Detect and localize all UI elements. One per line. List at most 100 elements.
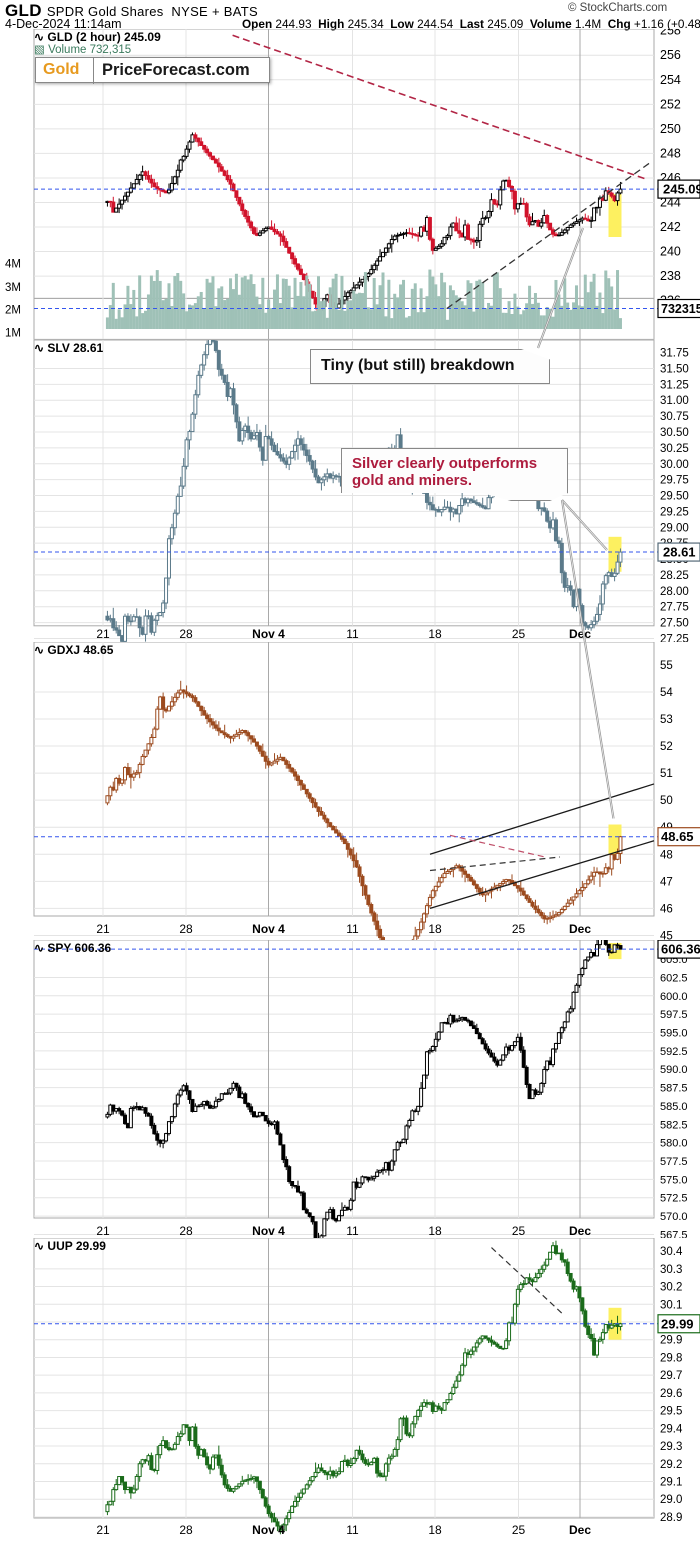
svg-text:21: 21 <box>96 627 110 641</box>
svg-text:46: 46 <box>660 903 673 915</box>
svg-text:11: 11 <box>346 1224 359 1238</box>
svg-text:2M: 2M <box>5 305 21 317</box>
svg-text:25: 25 <box>512 627 526 641</box>
svg-text:28: 28 <box>179 1224 193 1238</box>
svg-text:Dec: Dec <box>569 627 591 641</box>
svg-text:31.00: 31.00 <box>660 395 689 407</box>
svg-text:29.1: 29.1 <box>660 1477 682 1489</box>
svg-text:1M: 1M <box>5 328 21 340</box>
svg-text:18: 18 <box>428 922 442 936</box>
svg-text:27.75: 27.75 <box>660 602 689 614</box>
svg-text:30.2: 30.2 <box>660 1282 682 1294</box>
svg-text:258: 258 <box>660 29 681 38</box>
svg-text:28.9: 28.9 <box>660 1512 682 1524</box>
svg-text:28: 28 <box>179 922 193 936</box>
svg-text:29.3: 29.3 <box>660 1441 682 1453</box>
svg-text:245.09: 245.09 <box>663 182 700 197</box>
svg-text:29.25: 29.25 <box>660 506 689 518</box>
svg-text:248: 248 <box>660 146 681 160</box>
svg-text:567.5: 567.5 <box>660 1229 688 1238</box>
svg-text:29.8: 29.8 <box>660 1352 682 1364</box>
svg-text:582.5: 582.5 <box>660 1119 688 1131</box>
svg-text:21: 21 <box>96 1523 110 1537</box>
svg-text:31.75: 31.75 <box>660 348 689 360</box>
svg-text:29.00: 29.00 <box>660 522 689 534</box>
svg-text:25: 25 <box>512 1523 526 1537</box>
svg-text:28.00: 28.00 <box>660 586 689 598</box>
svg-text:27.50: 27.50 <box>660 618 689 630</box>
svg-text:28: 28 <box>179 1523 193 1537</box>
svg-text:27.25: 27.25 <box>660 633 689 642</box>
svg-text:29.9: 29.9 <box>660 1335 682 1347</box>
svg-text:28.25: 28.25 <box>660 570 689 582</box>
svg-text:29.99: 29.99 <box>661 1316 694 1331</box>
svg-text:254: 254 <box>660 73 681 87</box>
svg-text:48.65: 48.65 <box>661 829 694 844</box>
svg-text:54: 54 <box>660 687 673 699</box>
svg-text:30.4: 30.4 <box>660 1246 683 1258</box>
svg-text:238: 238 <box>660 269 681 283</box>
svg-text:4M: 4M <box>5 258 21 270</box>
svg-text:606.36: 606.36 <box>661 942 700 957</box>
svg-text:3M: 3M <box>5 282 21 294</box>
svg-text:30.1: 30.1 <box>660 1299 682 1311</box>
svg-text:242: 242 <box>660 220 681 234</box>
svg-text:31.50: 31.50 <box>660 363 689 375</box>
svg-text:732315: 732315 <box>661 302 700 316</box>
svg-text:29.4: 29.4 <box>660 1423 683 1435</box>
svg-text:53: 53 <box>660 714 673 726</box>
svg-text:590.0: 590.0 <box>660 1064 688 1076</box>
svg-text:45: 45 <box>660 930 673 940</box>
svg-text:18: 18 <box>428 627 442 641</box>
svg-text:48: 48 <box>660 849 673 861</box>
svg-text:30.25: 30.25 <box>660 443 689 455</box>
svg-text:28: 28 <box>179 627 193 641</box>
svg-text:29.0: 29.0 <box>660 1494 682 1506</box>
svg-text:30.3: 30.3 <box>660 1264 682 1276</box>
svg-text:52: 52 <box>660 741 673 753</box>
svg-text:29.75: 29.75 <box>660 475 689 487</box>
svg-text:11: 11 <box>346 627 359 641</box>
svg-text:18: 18 <box>428 1523 442 1537</box>
svg-text:31.25: 31.25 <box>660 379 689 391</box>
svg-text:252: 252 <box>660 97 681 111</box>
svg-text:587.5: 587.5 <box>660 1083 688 1095</box>
svg-text:29.5: 29.5 <box>660 1406 682 1418</box>
svg-text:29.6: 29.6 <box>660 1388 682 1400</box>
svg-text:256: 256 <box>660 48 681 62</box>
svg-text:25: 25 <box>512 1224 526 1238</box>
svg-text:30.00: 30.00 <box>660 459 689 471</box>
svg-text:29.50: 29.50 <box>660 491 689 503</box>
svg-text:572.5: 572.5 <box>660 1193 688 1205</box>
svg-text:575.0: 575.0 <box>660 1174 688 1186</box>
svg-text:28.61: 28.61 <box>663 545 696 560</box>
svg-text:600.0: 600.0 <box>660 991 688 1003</box>
svg-text:21: 21 <box>96 922 110 936</box>
svg-text:595.0: 595.0 <box>660 1028 688 1040</box>
svg-text:55: 55 <box>660 660 673 672</box>
svg-text:47: 47 <box>660 876 673 888</box>
svg-text:30.50: 30.50 <box>660 427 689 439</box>
svg-text:240: 240 <box>660 245 681 259</box>
svg-text:577.5: 577.5 <box>660 1156 688 1168</box>
svg-text:18: 18 <box>428 1224 442 1238</box>
svg-text:Dec: Dec <box>569 1523 591 1537</box>
svg-text:30.75: 30.75 <box>660 411 689 423</box>
svg-text:25: 25 <box>512 922 526 936</box>
svg-text:585.0: 585.0 <box>660 1101 688 1113</box>
svg-text:Nov 4: Nov 4 <box>252 627 285 641</box>
svg-text:Nov 4: Nov 4 <box>252 1224 285 1238</box>
svg-text:29.7: 29.7 <box>660 1370 682 1382</box>
svg-text:Dec: Dec <box>569 1224 591 1238</box>
svg-text:580.0: 580.0 <box>660 1138 688 1150</box>
svg-text:Nov 4: Nov 4 <box>252 922 285 936</box>
svg-text:597.5: 597.5 <box>660 1009 688 1021</box>
svg-text:570.0: 570.0 <box>660 1211 688 1223</box>
svg-text:21: 21 <box>96 1224 110 1238</box>
svg-text:Dec: Dec <box>569 922 591 936</box>
svg-text:29.2: 29.2 <box>660 1459 682 1471</box>
svg-text:11: 11 <box>346 1523 359 1537</box>
svg-text:602.5: 602.5 <box>660 972 688 984</box>
svg-text:50: 50 <box>660 795 673 807</box>
svg-text:250: 250 <box>660 122 681 136</box>
